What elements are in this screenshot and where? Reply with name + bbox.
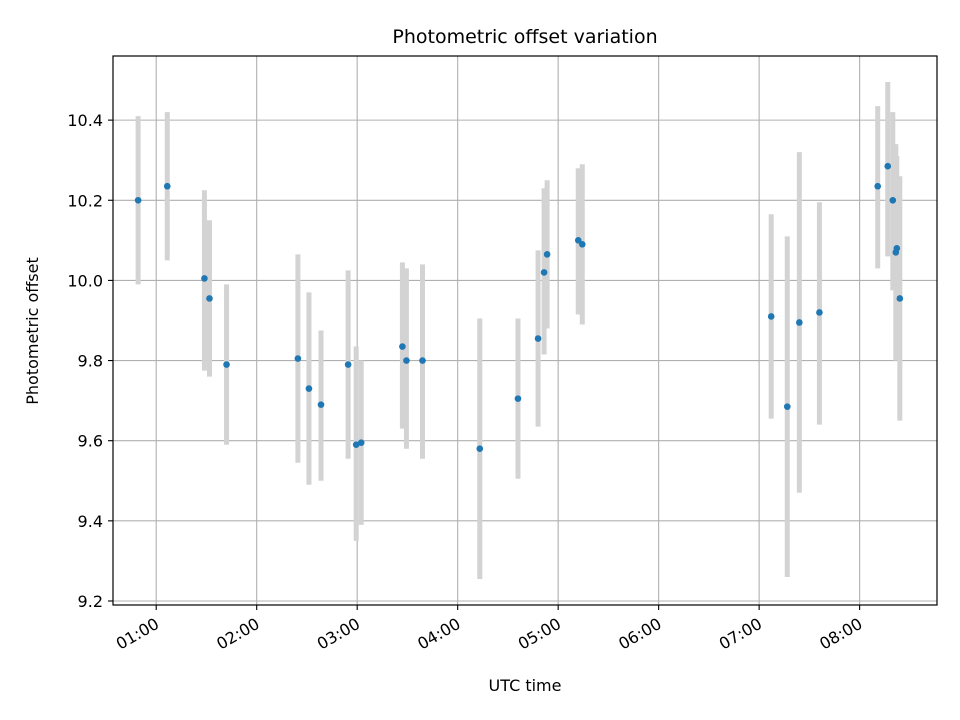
data-point xyxy=(796,319,803,326)
chart-title: Photometric offset variation xyxy=(392,26,657,48)
data-point xyxy=(884,162,892,170)
data-point xyxy=(134,196,142,204)
data-point xyxy=(574,237,582,244)
data-point xyxy=(476,445,484,453)
data-point xyxy=(874,182,882,190)
data-point xyxy=(201,275,208,282)
data-point xyxy=(357,439,365,447)
x-axis-title: UTC time xyxy=(489,676,562,695)
data-point xyxy=(543,251,551,258)
y-tick-label: 10.2 xyxy=(67,191,103,210)
y-tick-label: 9.2 xyxy=(78,592,103,611)
data-point xyxy=(514,395,522,402)
data-point xyxy=(816,309,823,316)
data-point xyxy=(896,295,904,302)
data-point xyxy=(419,357,426,364)
y-tick-label: 9.6 xyxy=(78,432,103,451)
data-point xyxy=(344,361,352,368)
data-point xyxy=(206,295,213,302)
y-axis-title: Photometric offset xyxy=(23,257,42,405)
data-point xyxy=(893,245,901,252)
data-point xyxy=(403,357,410,364)
y-tick-label: 10.0 xyxy=(67,271,103,290)
data-point xyxy=(783,403,791,410)
data-point xyxy=(578,241,586,248)
y-axis: 9.2 9.4 9.6 9.8 10.0 10.2 10.4 xyxy=(67,111,113,611)
data-point xyxy=(889,196,897,204)
data-point xyxy=(540,269,548,276)
y-tick-label: 9.8 xyxy=(78,352,103,371)
data-point xyxy=(352,441,360,449)
data-point xyxy=(305,385,313,392)
data-point xyxy=(163,182,171,190)
plot-frame xyxy=(112,55,938,606)
y-tick-label: 10.4 xyxy=(67,111,103,130)
y-tick-label: 9.4 xyxy=(78,512,103,531)
data-point xyxy=(317,401,325,408)
data-point xyxy=(767,313,775,320)
data-point xyxy=(534,335,542,342)
data-points xyxy=(134,162,904,453)
data-point xyxy=(294,355,302,362)
data-point xyxy=(223,361,230,368)
data-point xyxy=(399,343,406,350)
